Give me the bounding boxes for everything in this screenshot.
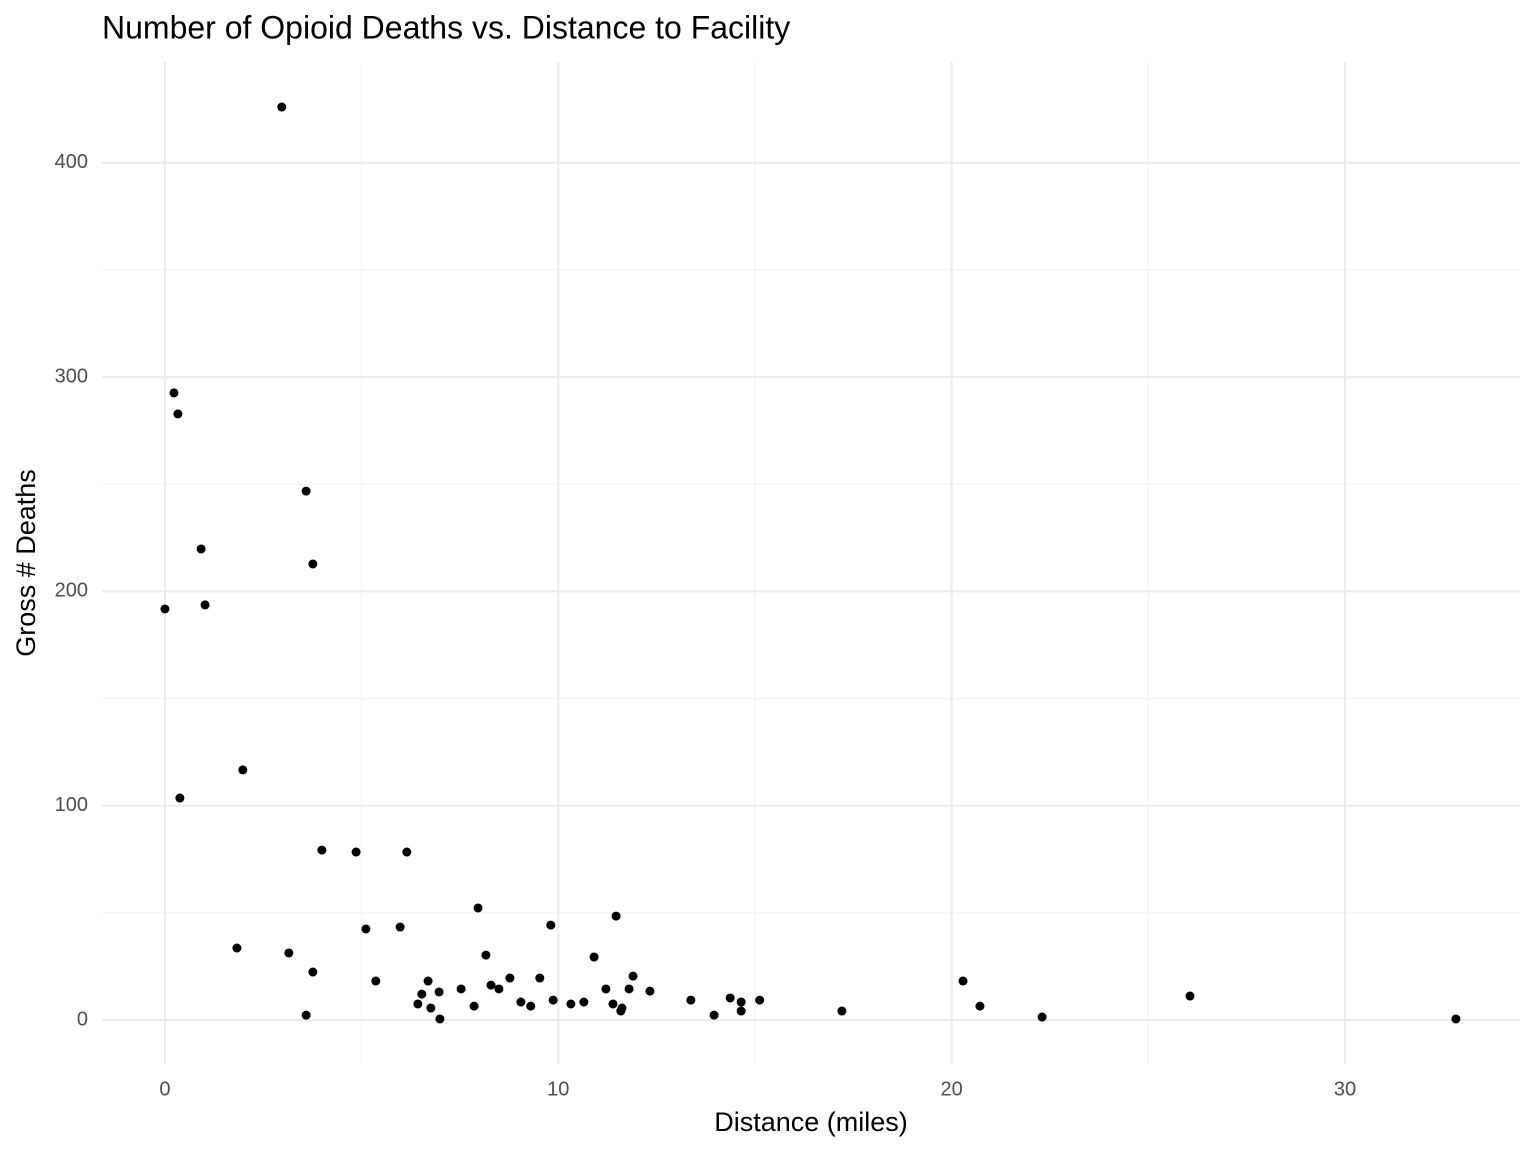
- point: [645, 986, 655, 996]
- y-tick-label: 400: [55, 151, 88, 173]
- point: [473, 903, 483, 913]
- point: [434, 987, 444, 997]
- point: [526, 1001, 536, 1011]
- x-tick-label: 10: [547, 1078, 569, 1100]
- point: [402, 847, 412, 857]
- y-tick-label: 300: [55, 365, 88, 387]
- point: [173, 409, 183, 419]
- point: [417, 989, 427, 999]
- point: [469, 1001, 479, 1011]
- point: [301, 486, 311, 496]
- point: [413, 999, 423, 1009]
- point: [616, 1006, 626, 1016]
- point: [423, 976, 433, 986]
- point: [232, 943, 242, 953]
- point: [516, 997, 526, 1007]
- point: [426, 1003, 436, 1013]
- point: [628, 971, 638, 981]
- point: [837, 1006, 847, 1016]
- point: [601, 984, 611, 994]
- point: [975, 1001, 985, 1011]
- x-axis-title: Distance (miles): [714, 1107, 908, 1137]
- point: [169, 388, 179, 398]
- point: [456, 984, 466, 994]
- point: [1037, 1012, 1047, 1022]
- point: [308, 559, 318, 569]
- point: [535, 973, 545, 983]
- y-axis-title: Gross # Deaths: [11, 469, 41, 657]
- point: [755, 995, 765, 1005]
- point: [608, 999, 618, 1009]
- point: [486, 980, 496, 990]
- point: [611, 911, 621, 921]
- point: [284, 948, 294, 958]
- point: [958, 976, 968, 986]
- point: [566, 999, 576, 1009]
- point: [200, 600, 210, 610]
- point: [579, 997, 589, 1007]
- point: [317, 845, 327, 855]
- point: [238, 765, 248, 775]
- point: [351, 847, 361, 857]
- x-tick-label: 30: [1334, 1078, 1356, 1100]
- point: [175, 793, 185, 803]
- point: [736, 1006, 746, 1016]
- point: [589, 952, 599, 962]
- point: [481, 950, 491, 960]
- point: [371, 976, 381, 986]
- point: [361, 924, 371, 934]
- point: [160, 604, 170, 614]
- point: [308, 967, 318, 977]
- point: [624, 984, 634, 994]
- point: [548, 995, 558, 1005]
- point: [277, 102, 287, 112]
- point: [1451, 1014, 1461, 1024]
- point: [435, 1014, 445, 1024]
- y-tick-label: 0: [77, 1008, 88, 1030]
- point: [395, 922, 405, 932]
- point: [686, 995, 696, 1005]
- x-tick-label: 0: [159, 1078, 170, 1100]
- y-tick-label: 100: [55, 794, 88, 816]
- x-tick-label: 20: [940, 1078, 962, 1100]
- point: [505, 973, 515, 983]
- chart-title: Number of Opioid Deaths vs. Distance to …: [102, 9, 790, 45]
- y-tick-label: 200: [55, 580, 88, 602]
- grid: [102, 62, 1520, 1064]
- point: [301, 1010, 311, 1020]
- point: [494, 984, 504, 994]
- point: [725, 993, 735, 1003]
- point: [709, 1010, 719, 1020]
- point: [546, 920, 556, 930]
- point: [736, 997, 746, 1007]
- point: [196, 544, 206, 554]
- point: [1185, 991, 1195, 1001]
